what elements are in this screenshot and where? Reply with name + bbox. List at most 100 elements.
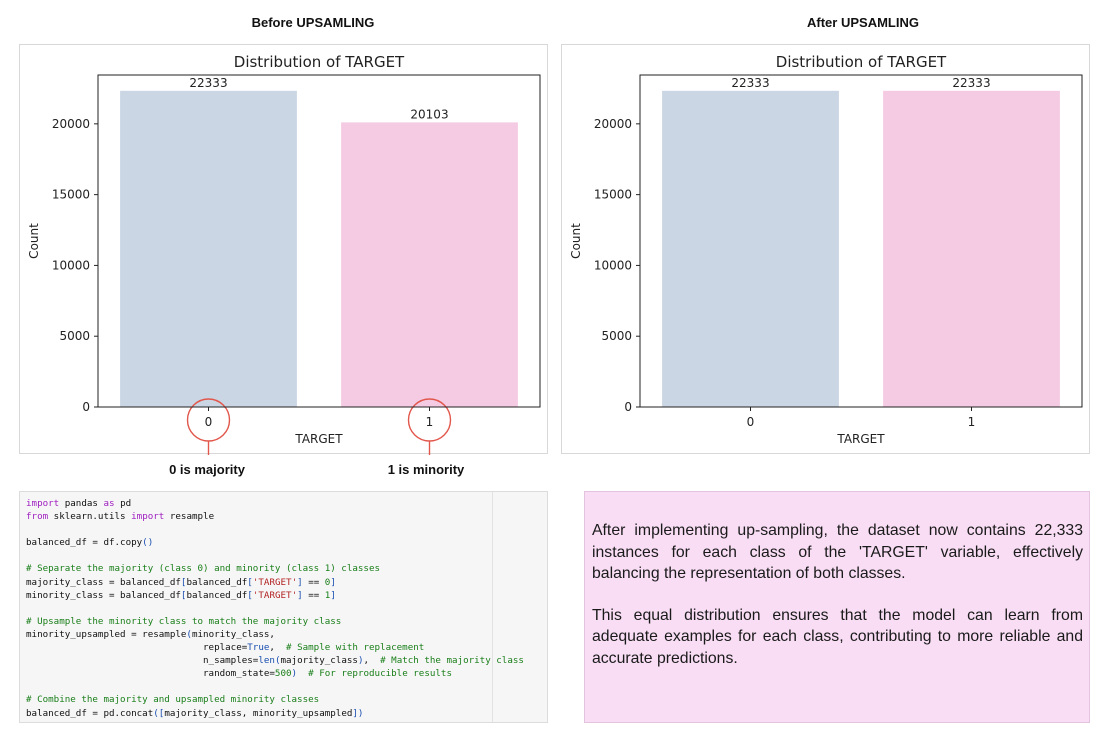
majority-annotation-label: 0 is majority bbox=[169, 462, 245, 477]
code-token: # Upsample the minority class to match t… bbox=[26, 615, 342, 627]
code-line: n_samples=len(majority_class), # Match t… bbox=[26, 654, 524, 667]
code-token: 'TARGET' bbox=[252, 589, 298, 601]
code-token: ) bbox=[357, 655, 364, 667]
explanation-box: After implementing up-sampling, the data… bbox=[584, 491, 1090, 723]
code-token: minority_class, bbox=[191, 628, 275, 640]
code-gutter-divider bbox=[492, 492, 493, 722]
data-label-1: 20103 bbox=[410, 107, 448, 121]
code-token: from bbox=[26, 511, 49, 523]
code-token: () bbox=[142, 537, 154, 549]
code-token: 500 bbox=[274, 668, 292, 680]
code-token: pd bbox=[114, 498, 132, 509]
y-tick-label-20000: 20000 bbox=[594, 117, 632, 131]
x-tick-label-0: 0 bbox=[205, 415, 213, 429]
code-token: pandas bbox=[59, 498, 104, 509]
before-heading: Before UPSAMLING bbox=[251, 15, 375, 30]
code-token: majority_class bbox=[280, 655, 358, 667]
code-token: ] bbox=[297, 576, 303, 588]
code-line: import pandas as pd bbox=[26, 497, 524, 510]
code-token: random_state= bbox=[26, 668, 275, 680]
code-token: , bbox=[363, 655, 381, 667]
code-token: balanced_df bbox=[186, 589, 248, 601]
code-line: balanced_df = pd.concat([majority_class,… bbox=[26, 707, 524, 720]
y-axis-label: Count bbox=[27, 223, 41, 259]
code-token: ([ bbox=[153, 707, 165, 719]
after-heading: After UPSAMLING bbox=[807, 15, 919, 30]
code-line: from sklearn.utils import resample bbox=[26, 510, 524, 523]
code-token: # For reproducible results bbox=[308, 668, 452, 680]
code-token bbox=[297, 668, 308, 679]
code-token: len bbox=[258, 655, 275, 667]
code-token: [ bbox=[180, 576, 187, 588]
code-token: minority_upsampled = resample bbox=[26, 628, 187, 640]
code-token: [ bbox=[180, 589, 187, 601]
code-token: ] bbox=[330, 589, 336, 601]
code-token: majority_class, minority_upsampled bbox=[164, 707, 353, 719]
code-token: ( bbox=[186, 628, 192, 640]
code-token: ( bbox=[274, 655, 281, 667]
y-tick-label-15000: 15000 bbox=[52, 188, 90, 202]
code-token: import bbox=[131, 511, 165, 523]
code-line bbox=[26, 602, 524, 615]
code-token: ] bbox=[297, 589, 303, 601]
code-token: import bbox=[26, 498, 60, 509]
y-axis-label: Count bbox=[569, 223, 583, 259]
bar-0 bbox=[120, 90, 297, 408]
chart-before-svg: Distribution of TARGET 22333 0 20103 1 0 5000 1… bbox=[27, 53, 541, 455]
code-line: minority_upsampled = resample(minority_c… bbox=[26, 628, 524, 641]
x-tick-label-1: 1 bbox=[968, 415, 976, 429]
code-line: minority_class = balanced_df[balanced_df… bbox=[26, 589, 524, 602]
data-label-1: 22333 bbox=[952, 76, 990, 90]
code-line: # Upsample the minority class to match t… bbox=[26, 615, 524, 628]
code-token: resample bbox=[164, 511, 215, 523]
code-token: ]) bbox=[352, 707, 364, 719]
code-line: # Separate the majority (class 0) and mi… bbox=[26, 562, 524, 575]
bar-1 bbox=[341, 122, 518, 408]
code-block: import pandas as pd from sklearn.utils im… bbox=[19, 491, 548, 723]
code-line bbox=[26, 523, 524, 536]
code-token: as bbox=[103, 498, 115, 509]
y-tick-label-0: 0 bbox=[82, 400, 90, 414]
y-tick-label-0: 0 bbox=[624, 400, 632, 414]
code-token: 'TARGET' bbox=[252, 576, 298, 588]
bar-0 bbox=[662, 90, 839, 408]
code-token: n_samples= bbox=[26, 655, 259, 667]
data-label-0: 22333 bbox=[189, 76, 227, 90]
code-token: majority_class = balanced_df bbox=[26, 576, 181, 588]
code-token: True bbox=[247, 642, 270, 654]
code-line: random_state=500) # For reproducible res… bbox=[26, 667, 524, 680]
y-tick-label-10000: 10000 bbox=[52, 258, 90, 272]
code-token: 1 bbox=[324, 589, 331, 601]
code-token: # Separate the majority (class 0) and mi… bbox=[26, 563, 381, 575]
x-tick-label-0: 0 bbox=[747, 415, 755, 429]
code-token: replace= bbox=[26, 642, 248, 654]
explanation-paragraph-2: This equal distribution ensures that the… bbox=[592, 606, 1083, 667]
code-token: # Combine the majority and upsampled min… bbox=[26, 694, 320, 706]
code-token: balanced_df = pd.concat bbox=[26, 707, 154, 719]
code-token: == bbox=[302, 576, 325, 588]
code-token: 0 bbox=[324, 576, 331, 588]
code-token: balanced_df = df.copy bbox=[26, 537, 143, 549]
y-tick-label-10000: 10000 bbox=[594, 258, 632, 272]
chart-title: Distribution of TARGET bbox=[776, 53, 947, 71]
chart-title: Distribution of TARGET bbox=[234, 53, 405, 71]
y-tick-label-5000: 5000 bbox=[601, 329, 632, 343]
minority-annotation-label: 1 is minority bbox=[387, 462, 465, 477]
explanation-paragraph-1: After implementing up-sampling, the data… bbox=[592, 522, 1083, 582]
y-tick-label-15000: 15000 bbox=[594, 188, 632, 202]
code-lines: import pandas as pd from sklearn.utils im… bbox=[26, 497, 524, 720]
code-line: # Combine the majority and upsampled min… bbox=[26, 693, 524, 706]
x-axis-label: TARGET bbox=[294, 432, 343, 446]
code-token: # Match the majority class bbox=[380, 655, 524, 667]
y-tick-label-5000: 5000 bbox=[59, 329, 90, 343]
code-line: replace=True, # Sample with replacement bbox=[26, 641, 524, 654]
bar-1 bbox=[883, 90, 1060, 408]
code-line: majority_class = balanced_df[balanced_df… bbox=[26, 576, 524, 589]
code-token: == bbox=[302, 589, 325, 601]
x-tick-label-1: 1 bbox=[426, 415, 434, 429]
code-line bbox=[26, 549, 524, 562]
code-token: balanced_df bbox=[186, 576, 248, 588]
code-token: [ bbox=[247, 589, 253, 601]
plot-area-border bbox=[97, 74, 541, 408]
code-token: minority_class = balanced_df bbox=[26, 589, 181, 601]
